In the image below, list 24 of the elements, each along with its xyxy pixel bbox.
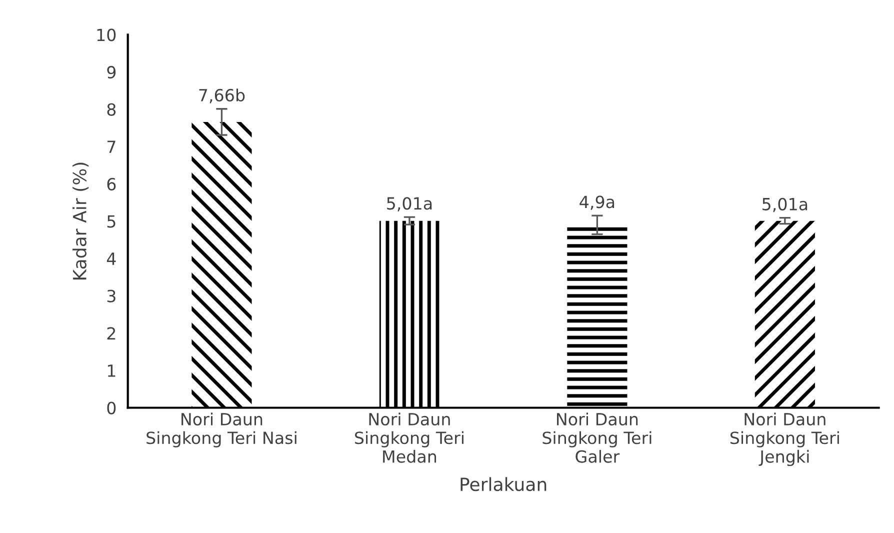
y-tick-label: 0 xyxy=(107,402,116,414)
bar xyxy=(754,220,815,408)
y-tick-label: 9 xyxy=(107,66,116,79)
data-label: 7,66b xyxy=(199,88,245,104)
y-tick-label: 5 xyxy=(107,215,116,228)
y-tick-label: 8 xyxy=(107,103,116,116)
x-tick-label: Nori Daun Singkong Teri Nasi xyxy=(146,412,296,448)
bar xyxy=(192,122,252,408)
x-tick-label: Nori Daun Singkong Teri Galer xyxy=(542,412,652,463)
y-tick-label: 1 xyxy=(108,364,116,377)
data-label: 5,01a xyxy=(762,198,808,212)
x-axis-title: Perlakuan xyxy=(460,477,546,492)
bar xyxy=(379,220,440,408)
y-tick-label: 3 xyxy=(107,290,116,302)
y-tick-label: 10 xyxy=(97,28,116,42)
y-tick-label: 6 xyxy=(107,178,116,190)
y-tick-label: 2 xyxy=(107,327,116,340)
data-label: 5,01a xyxy=(387,197,432,212)
y-tick-label: 7 xyxy=(107,140,116,153)
y-axis-title: Kadar Air (%) xyxy=(72,162,89,280)
data-label: 4,9a xyxy=(580,196,614,210)
x-tick-label: Nori Daun Singkong Teri Medan xyxy=(354,412,464,463)
x-tick-label: Nori Daun Singkong Teri Jengki xyxy=(730,412,839,466)
y-tick-label: 4 xyxy=(106,252,116,265)
